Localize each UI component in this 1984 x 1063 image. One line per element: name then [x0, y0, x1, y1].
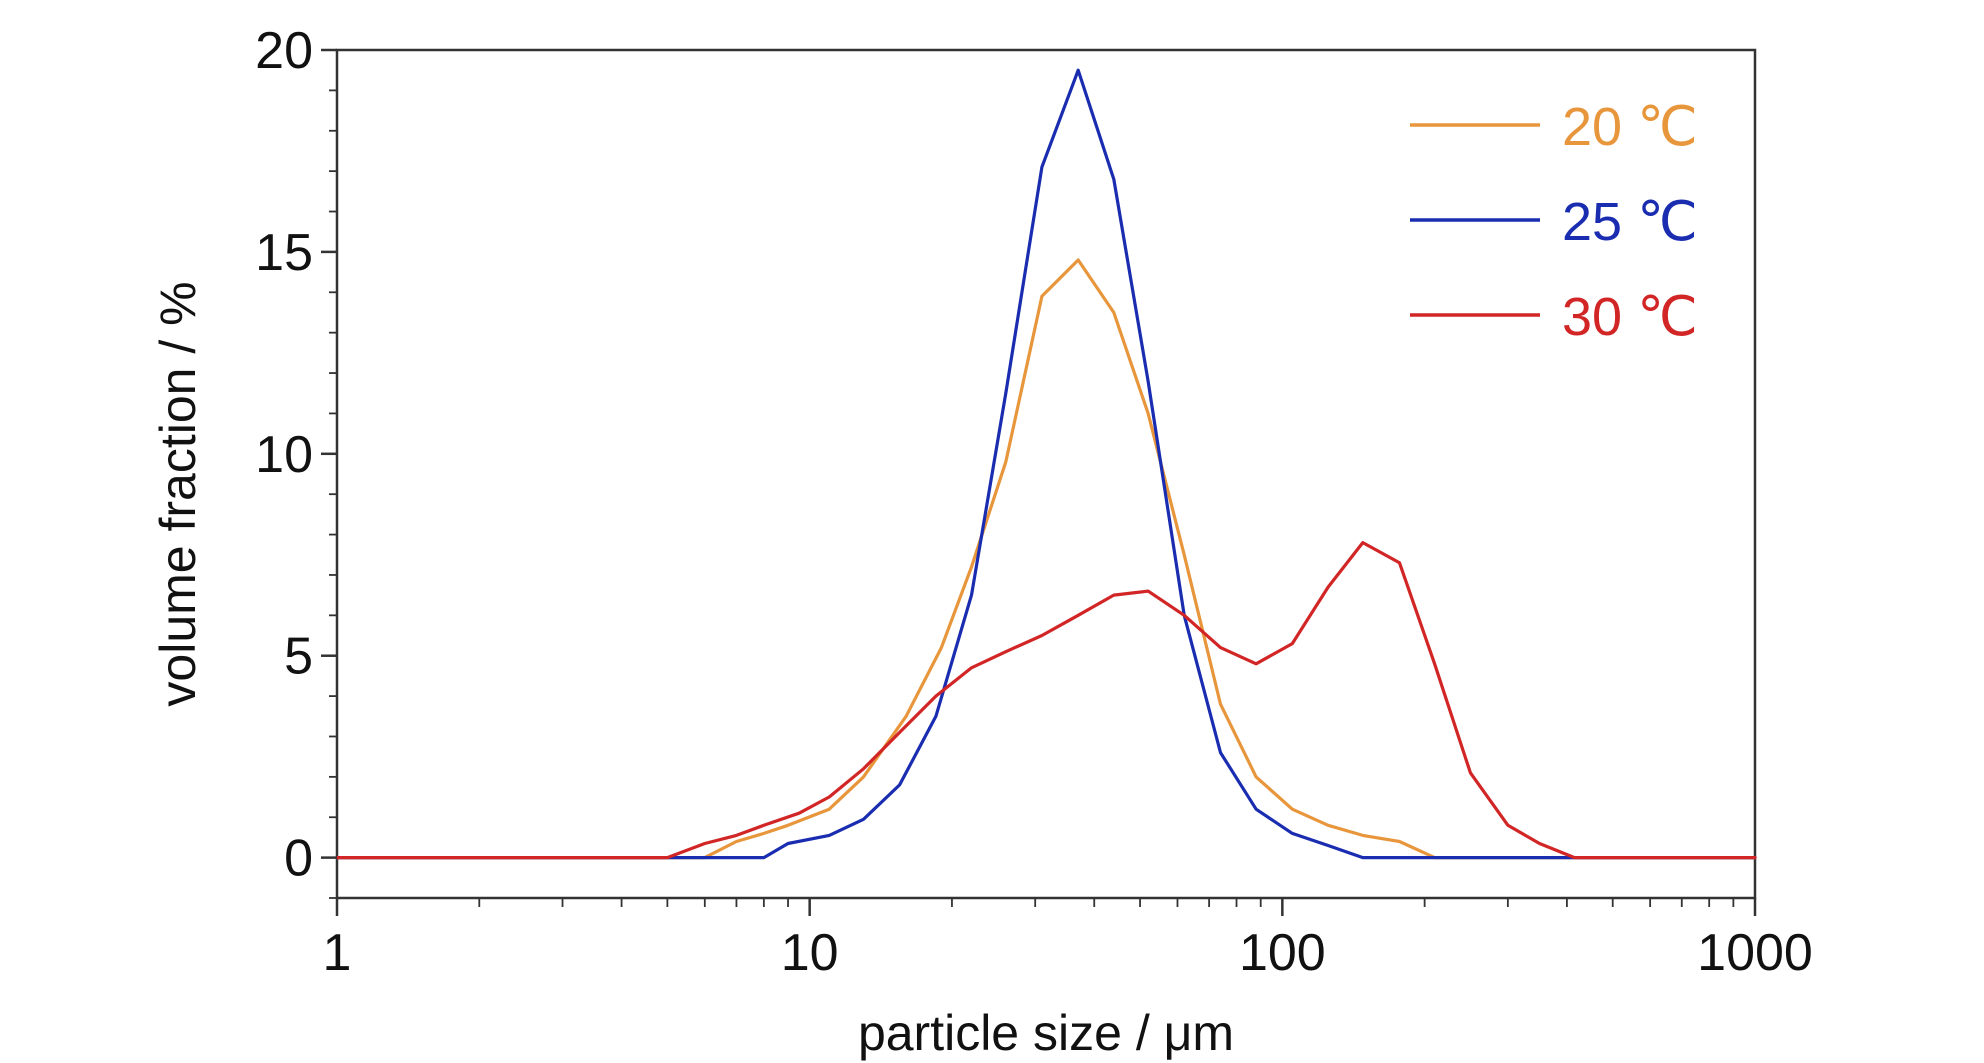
legend-label-2: 25 ℃ [1562, 192, 1698, 252]
y-tick-label: 15 [255, 224, 313, 282]
x-tick-label: 100 [1239, 924, 1326, 982]
x-tick-label: 1 [323, 924, 352, 982]
legend-label-1: 20 ℃ [1562, 97, 1698, 157]
x-axis-title: particle size / μm [858, 1005, 1234, 1061]
legend: 20 ℃ 25 ℃ 30 ℃ [1410, 97, 1698, 347]
series-line-2 [335, 68, 1757, 860]
x-tick-label: 1000 [1697, 924, 1813, 982]
y-axis-title: volume fraction / % [150, 281, 206, 706]
series-layer [335, 68, 1757, 860]
legend-label-3: 30 ℃ [1562, 287, 1698, 347]
plot-border [335, 48, 1757, 900]
plot-frame [335, 48, 1757, 900]
series-line-1 [335, 258, 1757, 860]
y-tick-label: 0 [284, 830, 313, 888]
y-tick-label: 10 [255, 426, 313, 484]
y-tick-label: 5 [284, 628, 313, 686]
x-tick-label: 10 [781, 924, 839, 982]
y-tick-label: 20 [255, 22, 313, 80]
tick-layer: 0 5 10 15 20 1 10 100 1000 [255, 22, 1813, 982]
series-line-3 [335, 540, 1757, 860]
